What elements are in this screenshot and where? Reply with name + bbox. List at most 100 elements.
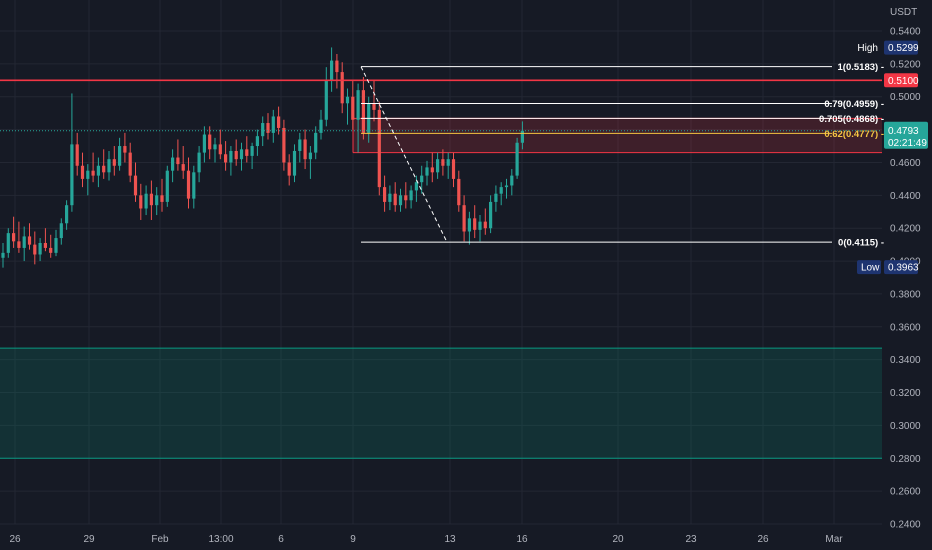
candle-bullish xyxy=(494,193,498,202)
candle-bullish xyxy=(425,167,429,176)
price-tick-label: 0.3000 xyxy=(890,421,921,432)
price-tick-label: 0.2800 xyxy=(890,454,921,465)
price-tick-label: 0.4400 xyxy=(890,191,921,202)
candle-bearish xyxy=(139,195,143,209)
candle-bullish xyxy=(308,152,312,160)
time-tick-label: 13:00 xyxy=(208,534,233,545)
candle-bearish xyxy=(377,109,381,188)
candle-bullish xyxy=(499,187,503,194)
candle-bullish xyxy=(155,195,159,206)
low-label-bg xyxy=(857,260,881,275)
candle-bearish xyxy=(245,149,249,156)
overlays: 1(0.5183) - 0.79(0.4959) - 0.705(0.4868) -… xyxy=(0,62,884,249)
candle-bearish xyxy=(361,90,365,133)
candle-bearish xyxy=(457,178,461,206)
candle-bearish xyxy=(123,146,127,153)
candle-bearish xyxy=(266,123,270,133)
candle-bullish xyxy=(446,159,450,166)
price-tick-label: 0.2400 xyxy=(890,520,921,531)
candle-bearish xyxy=(430,167,434,173)
candle-bearish xyxy=(451,159,456,179)
candles xyxy=(1,47,524,268)
candle-bearish xyxy=(75,144,79,166)
time-tick-label: 29 xyxy=(83,534,95,545)
candle-bullish xyxy=(118,146,122,166)
fib-label: 0(0.4115) - xyxy=(838,238,884,249)
candle-bearish xyxy=(287,162,291,176)
candle-bearish xyxy=(224,154,228,163)
time-tick-label: 26 xyxy=(9,534,21,545)
candle-bearish xyxy=(33,244,37,255)
fib-label: 0.705(0.4868) - xyxy=(819,114,884,125)
price-tick-label: 0.4200 xyxy=(890,224,921,235)
high-value: 0.5299 xyxy=(888,43,919,54)
time-tick-label: 26 xyxy=(757,534,769,545)
candle-bearish xyxy=(102,165,106,173)
candle-bearish xyxy=(234,150,238,160)
candle-bullish xyxy=(229,150,233,163)
price-tick-label: 0.4600 xyxy=(890,158,921,169)
candle-bullish xyxy=(38,242,42,255)
candle-bullish xyxy=(197,152,201,173)
time-axis[interactable]: 26 29 Feb 13:00 6 9 13 16 20 23 26 Mar xyxy=(9,534,843,545)
candle-bearish xyxy=(112,159,116,166)
price-tick-label: 0.5200 xyxy=(890,59,921,70)
price-tick-label: 0.2600 xyxy=(890,487,921,498)
candle-bearish xyxy=(218,144,222,155)
candle-bearish xyxy=(372,103,376,110)
candle-bearish xyxy=(462,205,466,232)
time-tick-label: 13 xyxy=(444,534,456,545)
candle-bearish xyxy=(351,96,355,120)
candle-bearish xyxy=(303,139,307,160)
price-tick-label: 0.3600 xyxy=(890,322,921,333)
candle-bullish xyxy=(398,195,403,206)
candle-bullish xyxy=(510,175,514,186)
candle-bullish xyxy=(192,172,196,199)
candle-bearish xyxy=(27,236,32,245)
candle-bearish xyxy=(441,159,445,166)
candle-bullish xyxy=(86,170,90,179)
price-axis[interactable]: 0.54000.52000.50000.48000.46000.44000.42… xyxy=(857,27,928,531)
price-tick-label: 0.3400 xyxy=(890,355,921,366)
candle-bullish xyxy=(255,136,259,147)
currency-label: USDT xyxy=(890,7,917,18)
last-price-tag xyxy=(884,121,928,149)
candle-bullish xyxy=(271,116,275,133)
fib-label: 0.79(0.4959) - xyxy=(824,99,884,110)
low-label: Low xyxy=(861,263,880,274)
candle-bullish xyxy=(171,157,175,171)
candle-bearish xyxy=(91,170,95,176)
candle-bullish xyxy=(345,96,350,104)
time-tick-label: 23 xyxy=(685,534,697,545)
candle-bearish xyxy=(17,241,21,248)
candle-bearish xyxy=(133,175,138,196)
last-price-value: 0.4793 xyxy=(888,126,919,137)
candle-bullish xyxy=(70,144,74,206)
price-tick-label: 0.3800 xyxy=(890,289,921,300)
low-value: 0.3963 xyxy=(888,263,919,274)
candle-bullish xyxy=(520,130,524,143)
candle-bearish xyxy=(282,127,286,163)
candle-bearish xyxy=(181,164,185,171)
candle-bearish xyxy=(335,60,339,73)
candle-bullish xyxy=(65,205,69,224)
high-label: High xyxy=(857,43,878,54)
candle-bullish xyxy=(324,80,328,120)
candle-bullish xyxy=(202,134,206,153)
candle-bullish xyxy=(1,252,5,258)
time-tick-label: 9 xyxy=(350,534,356,545)
candle-bearish xyxy=(473,218,477,230)
candle-bullish xyxy=(165,170,169,202)
fib-label: 0.62(0.4777) - xyxy=(824,129,884,140)
high-tag xyxy=(884,40,918,55)
low-tag xyxy=(884,260,918,275)
candle-bearish xyxy=(49,247,53,253)
candle-bearish xyxy=(80,165,85,179)
resistance-tag xyxy=(884,73,918,88)
supply-zone xyxy=(353,118,882,153)
candle-bearish xyxy=(149,193,153,206)
candle-bullish xyxy=(356,90,360,120)
price-tick-label: 0.3200 xyxy=(890,388,921,399)
